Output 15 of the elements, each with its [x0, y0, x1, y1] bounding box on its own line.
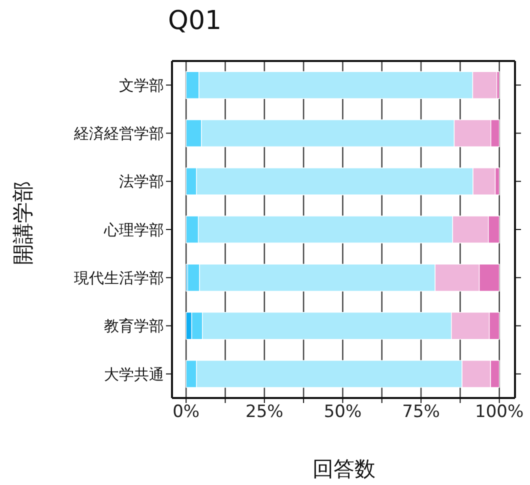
y-tick-label: 大学共通 — [104, 365, 164, 384]
chart-title: Q01 — [168, 6, 222, 36]
x-tick-label: 75% — [402, 402, 440, 422]
x-tick-label: 100% — [475, 402, 524, 422]
x-tick-label: 50% — [324, 402, 362, 422]
y-tick-label: 法学部 — [119, 172, 164, 191]
y-axis-title: 開講学部 — [10, 181, 36, 265]
y-tick-label: 経済経営学部 — [73, 124, 164, 143]
y-tick-label: 現代生活学部 — [74, 268, 164, 287]
y-tick-label: 心理学部 — [103, 220, 164, 239]
x-tick-label: 25% — [246, 402, 284, 422]
y-tick-label: 教育学部 — [104, 317, 164, 336]
x-axis-title: 回答数 — [312, 456, 376, 483]
x-tick-label: 0% — [172, 402, 200, 422]
y-tick-label: 文学部 — [119, 76, 164, 94]
